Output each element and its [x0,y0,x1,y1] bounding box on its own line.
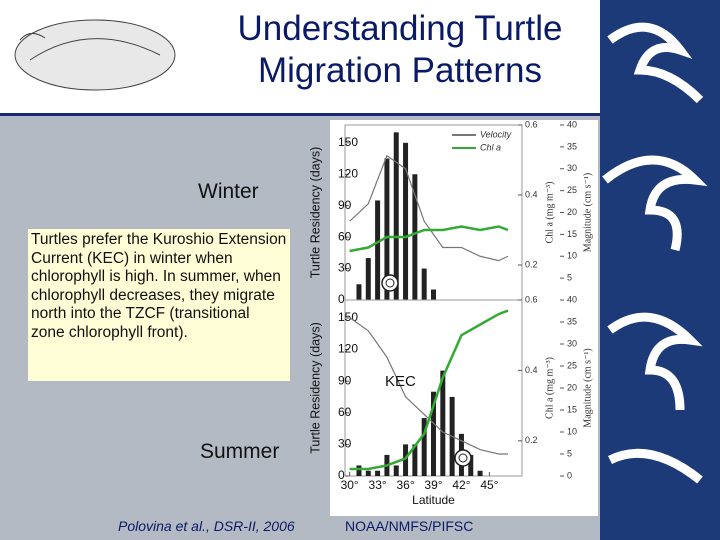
y3-axis-label: Magnitude (cm s⁻¹) [582,173,593,252]
y-tick-label: 120 [338,166,358,180]
title-rule [0,113,610,116]
y-tick-label: 150 [338,135,358,149]
y3-tick-label: 10 [567,426,577,436]
y2-tick-label: 0.6 [525,119,538,129]
annotation: KEC [385,373,416,390]
y-tick-label: 30 [338,437,352,451]
y3-tick-label: 0 [567,470,572,480]
y2-tick-label: 0.2 [525,435,538,445]
bar [431,391,436,476]
y3-tick-label: 35 [567,141,577,151]
y3-axis-label: Magnitude (cm s⁻¹) [582,348,593,427]
bar [356,284,362,300]
y-tick-label: 60 [338,229,352,243]
citation: Polovina et al., DSR-II, 2006 [118,518,295,534]
bar [412,174,418,300]
bar [375,470,381,476]
y-axis-label: Turtle Residency (days) [308,322,322,454]
y2-tick-label: 0.4 [525,365,538,375]
series-line [349,317,509,455]
series-line [349,154,509,262]
y2-axis-label: Chl a (mg m⁻³) [544,357,555,419]
turtle-icon [381,274,399,292]
y-tick-label: 30 [338,261,352,275]
bar [403,444,409,476]
bar [412,444,418,476]
bar [365,258,371,300]
x-tick-label: 33° [369,478,387,492]
y-tick-label: 60 [338,405,352,419]
bar [393,132,399,300]
x-tick-label: 45° [480,478,498,492]
y3-tick-label: 25 [567,360,577,370]
bar [431,289,436,300]
x-tick-label: 39° [424,478,442,492]
y3-tick-label: 5 [567,448,572,458]
y-axis-label: Turtle Residency (days) [308,147,322,279]
y3-tick-label: 30 [567,163,577,173]
y2-tick-label: 0.4 [525,189,538,199]
y3-tick-label: 40 [567,294,577,304]
bar [477,470,483,476]
legend-label: Chl a [480,142,501,152]
turtle-icon [454,449,472,467]
y3-tick-label: 15 [567,404,577,414]
bar [356,465,362,476]
y3-tick-label: 20 [567,207,577,217]
series-line [349,225,509,253]
description: Turtles prefer the Kuroshio Extension Cu… [28,229,290,381]
y-tick-label: 90 [338,373,352,387]
series-line [349,309,509,471]
y3-tick-label: 35 [567,316,577,326]
turtle-icon-shell [385,278,395,288]
turtle-lines [19,33,161,61]
x-tick-label: 42° [452,478,470,492]
x-axis-label: Latitude [412,493,455,507]
legend-label: Velocity [480,129,512,139]
bar [421,418,427,476]
y3-tick-label: 10 [567,251,577,261]
turtle-icon-shell [458,453,468,463]
y-tick-label: 90 [338,198,352,212]
y3-tick-label: 30 [567,338,577,348]
bar [393,465,399,476]
y2-axis-label: Chl a (mg m⁻³) [544,182,555,244]
bar [365,470,371,476]
x-tick-label: 36° [396,478,414,492]
slide-title: Understanding Turtle Migration Patterns [237,9,563,90]
bar [421,268,427,300]
bar [375,200,381,300]
y3-tick-label: 15 [567,229,577,239]
y3-tick-label: 20 [567,382,577,392]
y-tick-label: 120 [338,342,358,356]
credit: NOAA/NMFS/PIFSC [345,518,474,534]
y2-tick-label: 0.6 [525,294,538,304]
y-tick-label: 0 [338,468,345,482]
wave-art [600,0,720,540]
y3-tick-label: 40 [567,119,577,129]
wave-crests [602,22,708,484]
x-tick-label: 30° [341,478,359,492]
turtle-illustration [14,19,176,91]
summer-label: Summer [200,440,280,463]
bar [403,142,409,300]
winter-label: Winter [198,180,259,203]
y3-tick-label: 25 [567,185,577,195]
bar [384,158,390,300]
bar [440,370,446,476]
y-tick-label: 0 [338,292,345,306]
y2-tick-label: 0.2 [525,259,538,269]
y3-tick-label: 5 [567,273,572,283]
bar [468,454,474,476]
